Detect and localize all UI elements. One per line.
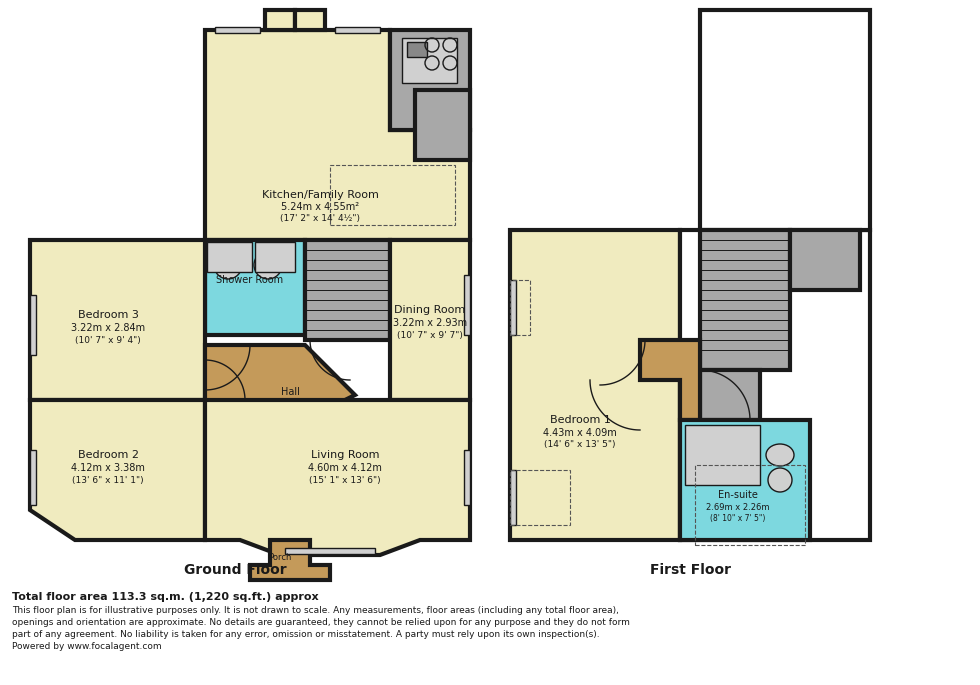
Bar [407,42,427,57]
Polygon shape [205,30,470,240]
Bar [700,230,790,370]
Polygon shape [700,10,870,230]
Text: 4.43m x 4.09m: 4.43m x 4.09m [543,428,616,438]
Bar [415,90,470,160]
Bar [30,295,36,355]
Text: (14' 6" x 13' 5"): (14' 6" x 13' 5") [544,440,615,449]
Polygon shape [205,400,470,555]
Text: Total floor area 113.3 sq.m. (1,220 sq.ft.) approx: Total floor area 113.3 sq.m. (1,220 sq.f… [12,592,318,602]
Bar [335,27,380,33]
Text: (10' 7" x 9' 4"): (10' 7" x 9' 4") [75,336,141,345]
Polygon shape [390,240,470,400]
Bar [680,420,810,540]
Polygon shape [510,230,680,540]
Text: Porch: Porch [269,553,292,562]
Text: (10' 7" x 9' 7"): (10' 7" x 9' 7") [397,330,463,340]
Text: Powered by www.focalagent.com: Powered by www.focalagent.com [12,642,162,651]
Bar [510,280,516,335]
Text: part of any agreement. No liability is taken for any error, omission or misstate: part of any agreement. No liability is t… [12,630,600,639]
Circle shape [768,468,792,492]
Bar [305,240,390,340]
Text: Dining Room: Dining Room [394,305,466,315]
Text: (8' 10" x 7' 5"): (8' 10" x 7' 5") [710,514,765,523]
Text: (13' 6" x 11' 1"): (13' 6" x 11' 1") [73,475,144,484]
Circle shape [254,251,282,279]
Polygon shape [265,10,295,30]
Text: (17' 2" x 14' 4½"): (17' 2" x 14' 4½") [280,214,360,223]
Text: openings and orientation are approximate. No details are guaranteed, they cannot: openings and orientation are approximate… [12,618,630,627]
Text: Shower Room: Shower Room [217,275,283,285]
Text: Hall: Hall [280,387,300,397]
Text: 3.22m x 2.93m: 3.22m x 2.93m [393,318,467,328]
Text: Bedroom 3: Bedroom 3 [77,310,138,320]
Bar [464,450,470,505]
Text: En-suite: En-suite [718,490,758,500]
Bar [685,425,760,485]
Text: 4.12m x 3.38m: 4.12m x 3.38m [72,463,145,473]
Bar [255,242,295,272]
Text: (15' 1" x 13' 6"): (15' 1" x 13' 6") [309,475,381,484]
Polygon shape [390,30,470,130]
Bar [510,470,516,525]
Bar [285,548,375,554]
Bar [205,240,305,335]
Ellipse shape [766,444,794,466]
Bar [695,465,805,545]
Bar [30,450,36,505]
Polygon shape [680,230,870,540]
Text: This floor plan is for illustrative purposes only. It is not drawn to scale. Any: This floor plan is for illustrative purp… [12,606,619,615]
Polygon shape [640,340,700,420]
Text: Kitchen/Family Room: Kitchen/Family Room [262,190,378,200]
Polygon shape [205,345,355,455]
Circle shape [214,251,242,279]
Text: First Floor: First Floor [650,563,730,577]
Text: 2.69m x 2.26m: 2.69m x 2.26m [707,503,769,512]
Bar [510,280,530,335]
Text: Ground Floor: Ground Floor [183,563,286,577]
Bar [700,370,760,420]
Bar [790,230,860,290]
Polygon shape [250,540,330,580]
Bar [510,470,570,525]
Bar [215,27,260,33]
Text: Bedroom 2: Bedroom 2 [77,450,138,460]
Bar [207,242,252,272]
Text: Living Room: Living Room [311,450,379,460]
Polygon shape [30,240,205,400]
Text: 3.22m x 2.84m: 3.22m x 2.84m [71,323,145,333]
Polygon shape [295,10,325,30]
Text: 5.24m x 4.55m²: 5.24m x 4.55m² [281,202,359,212]
Bar [464,275,470,335]
Polygon shape [30,400,205,540]
Text: 4.60m x 4.12m: 4.60m x 4.12m [308,463,382,473]
Text: Bedroom 1: Bedroom 1 [550,415,611,425]
Bar [330,165,455,225]
Bar [402,38,457,83]
